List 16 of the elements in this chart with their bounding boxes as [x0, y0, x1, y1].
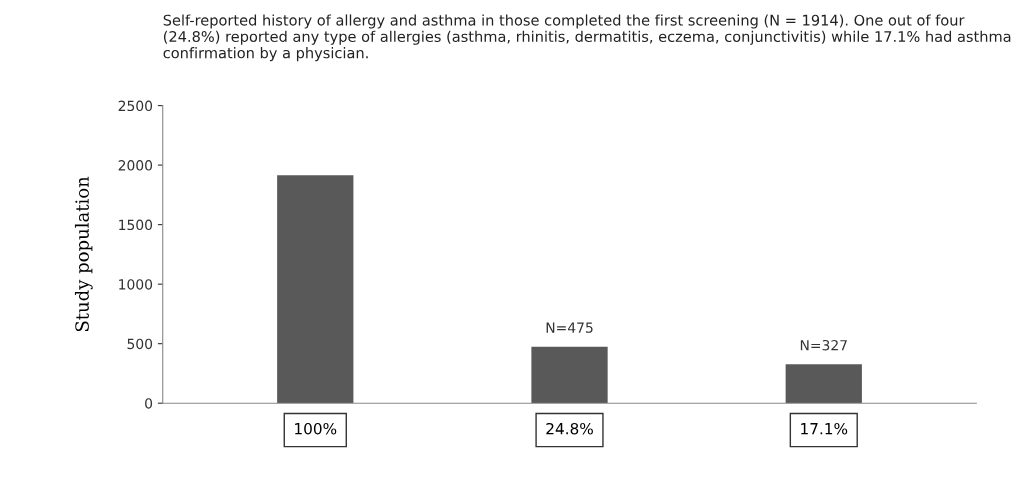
data-label: N=475 — [546, 322, 593, 333]
chart-title: Self-reported history of allergy and asthma in those completed the first screening (N = 1914). One out of four (24.8%) reported any type of allergies (asthma, rhinitis, dermatitis, eczema, conjunctivitis) while 17.1% had asthma confirmation by a physician. — [163, 14, 1011, 62]
data-label: N=327 — [800, 339, 847, 351]
bar — [531, 346, 608, 404]
y-tick-label: 1000 — [119, 279, 153, 290]
y-axis-title: Study population — [74, 176, 93, 332]
x-tick-label: 100% — [295, 422, 337, 435]
bar — [277, 175, 354, 404]
x-tick-label: 17.1% — [801, 422, 848, 435]
y-tick-label: 0 — [145, 398, 153, 409]
y-tick-label: 500 — [127, 338, 153, 350]
y-tick-label: 2500 — [118, 100, 153, 112]
y-tick-label: 2000 — [118, 160, 153, 171]
x-tick-label: 24.8% — [546, 422, 593, 435]
bar — [785, 364, 862, 404]
y-tick-label: 1500 — [119, 219, 153, 231]
